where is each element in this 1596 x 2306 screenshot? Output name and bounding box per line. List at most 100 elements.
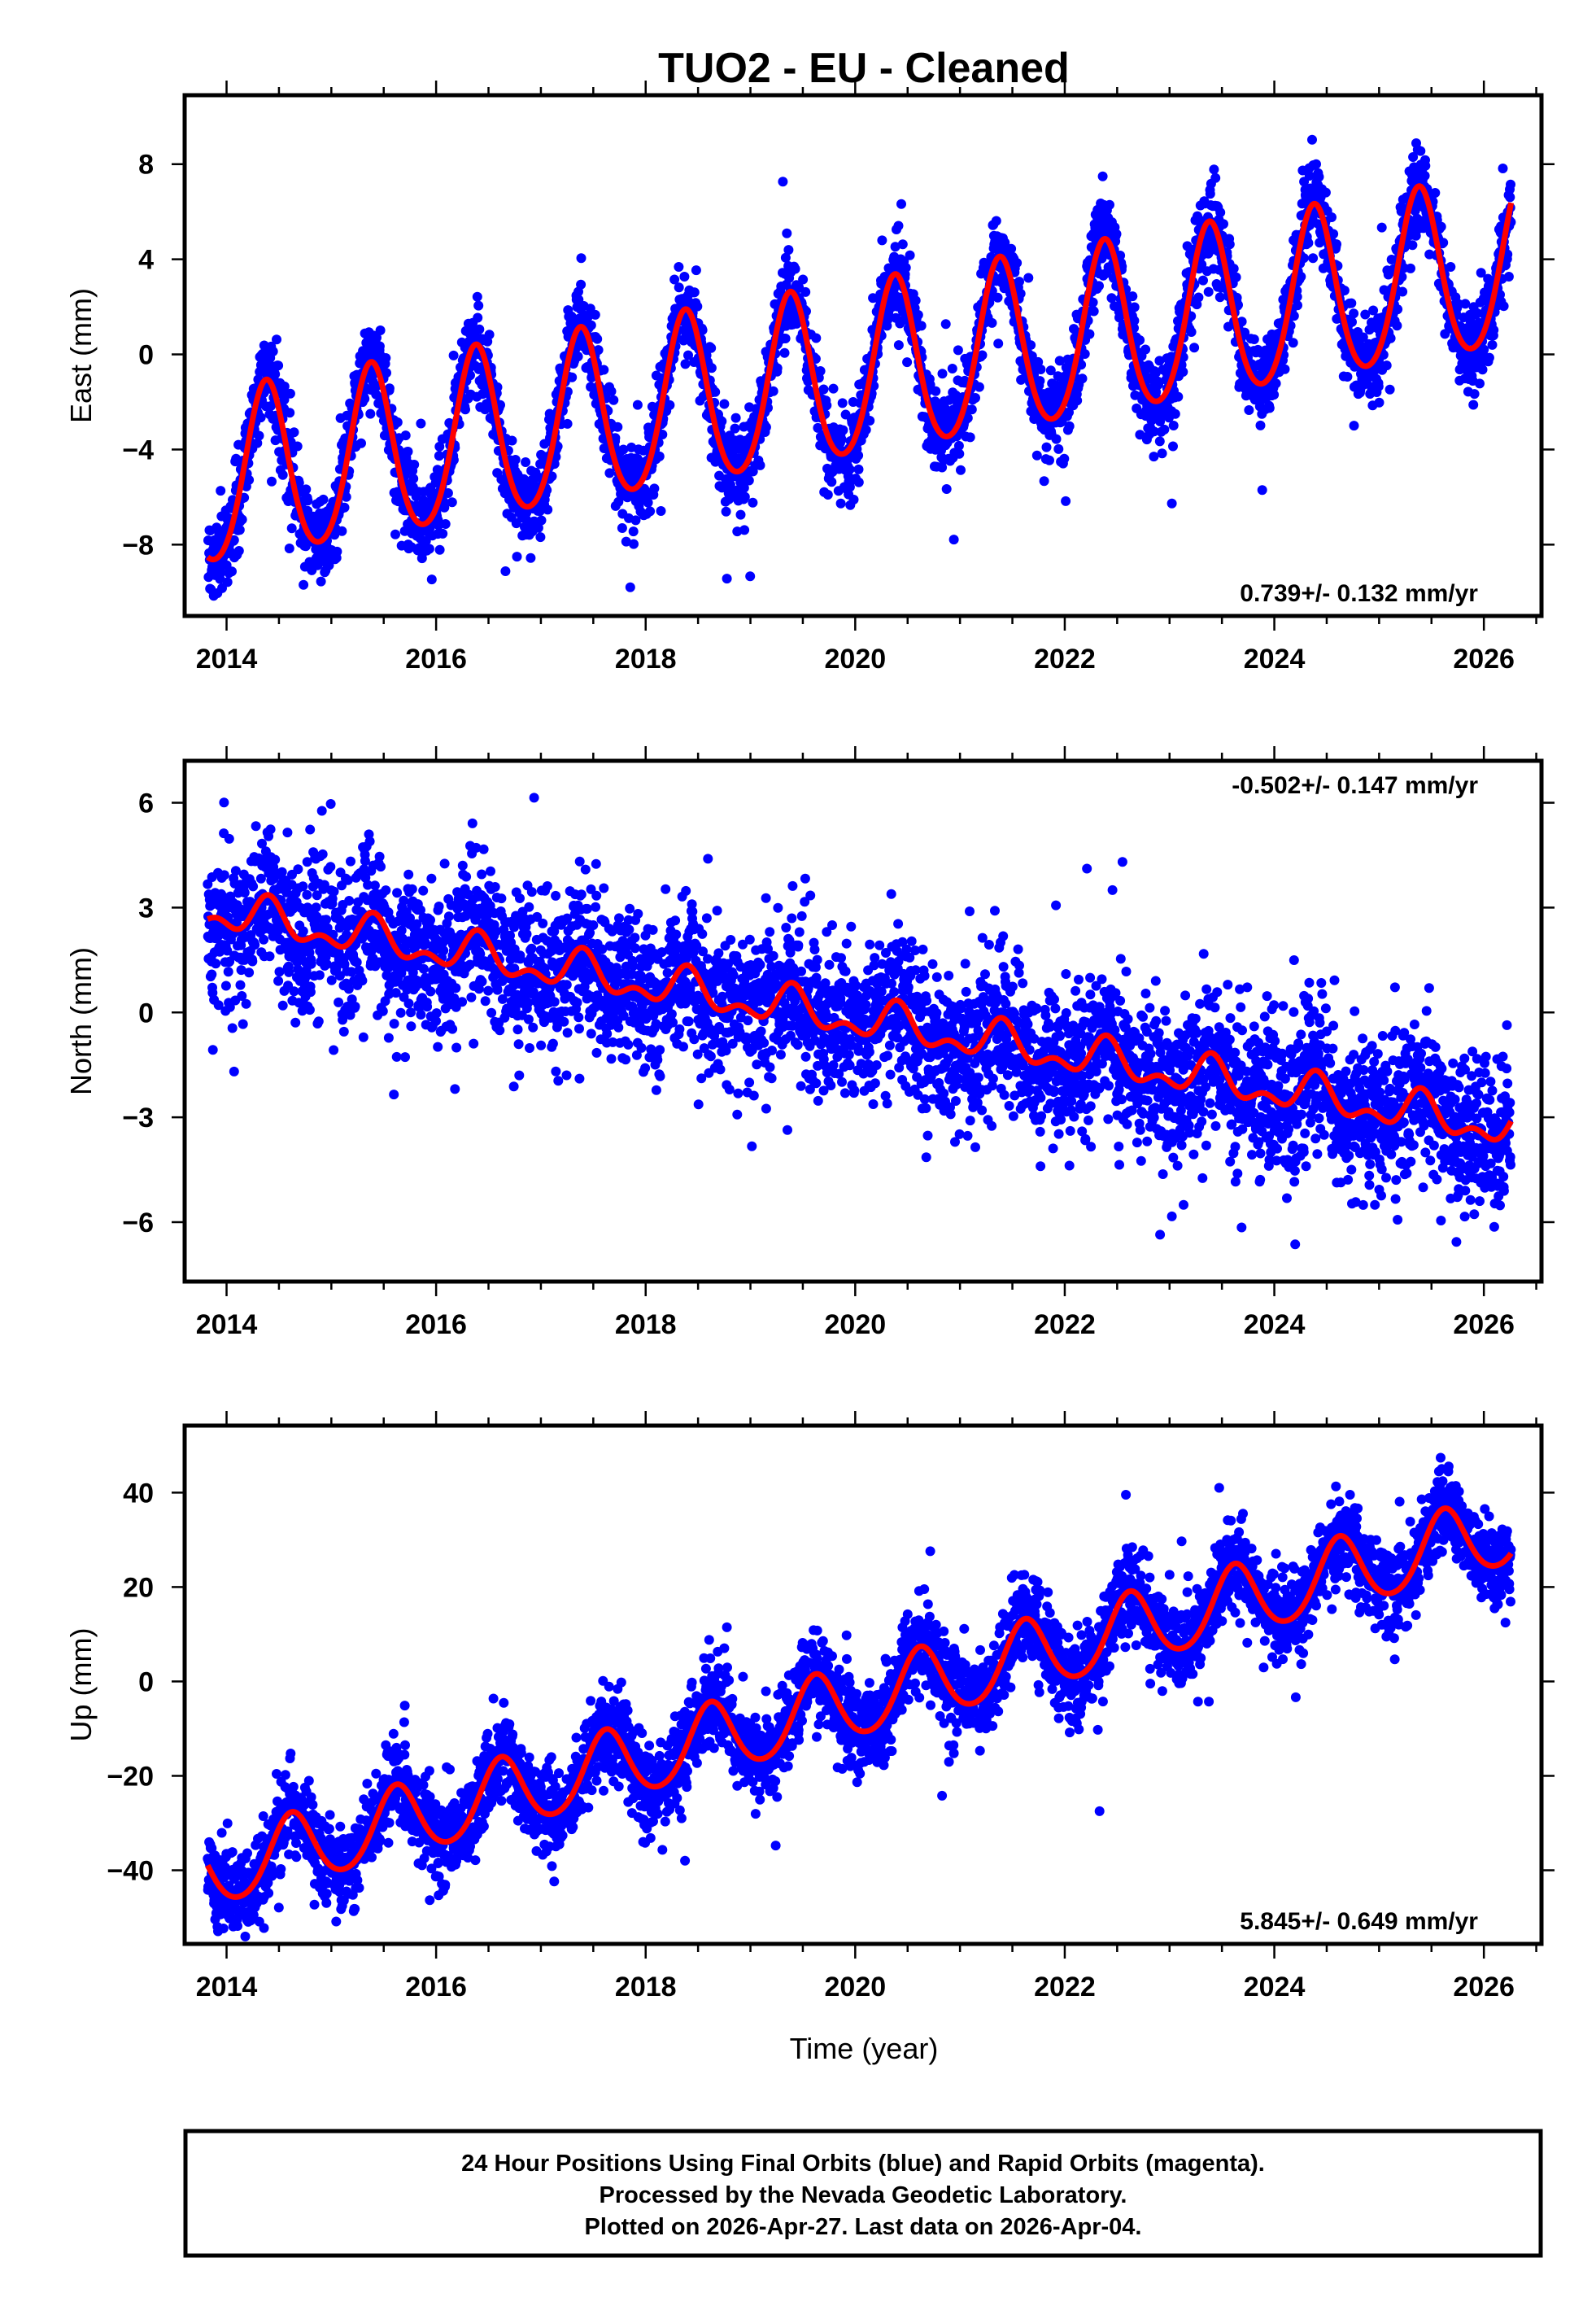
data-point (665, 400, 675, 410)
data-point (381, 353, 391, 363)
data-point (811, 333, 822, 343)
data-point (1094, 281, 1104, 291)
data-point (674, 262, 684, 272)
x-tick-label: 2018 (615, 644, 677, 675)
data-point (337, 526, 347, 536)
data-point (1228, 264, 1239, 274)
data-point (219, 797, 229, 808)
data-point (721, 506, 731, 517)
data-point (836, 435, 847, 445)
data-point (525, 552, 536, 563)
data-point (566, 311, 577, 321)
data-point (1407, 240, 1418, 251)
data-point (1033, 356, 1044, 367)
data-point (896, 199, 906, 209)
data-point (813, 422, 823, 433)
data-point (358, 1032, 368, 1042)
data-point (735, 509, 746, 520)
data-point (434, 544, 445, 555)
data-point (229, 1066, 239, 1077)
data-point (697, 325, 708, 335)
data-point (207, 1045, 218, 1055)
data-point (1129, 316, 1140, 326)
data-point (375, 325, 386, 335)
data-point (691, 265, 701, 276)
data-point (798, 274, 809, 285)
data-point (1012, 258, 1023, 269)
data-point (1430, 188, 1441, 198)
data-point (443, 488, 453, 498)
data-point (303, 496, 313, 506)
data-point (1189, 343, 1200, 353)
data-point (409, 460, 420, 469)
data-point (1420, 160, 1431, 171)
data-point (657, 430, 668, 439)
y-axis-title: East (mm) (64, 288, 98, 423)
data-point (1173, 391, 1184, 402)
data-point (1479, 344, 1489, 355)
data-point (674, 282, 684, 293)
data-point (1244, 405, 1254, 415)
x-tick-label: 2022 (1034, 644, 1096, 675)
data-point (305, 987, 316, 998)
data-point (1044, 455, 1054, 465)
data-point (255, 873, 266, 884)
data-point (897, 239, 908, 250)
data-point (1269, 390, 1280, 400)
data-point (1475, 378, 1485, 389)
data-point (1307, 134, 1317, 145)
data-point (779, 347, 790, 358)
data-point (877, 235, 887, 246)
data-point (1151, 387, 1162, 397)
data-point (342, 929, 351, 940)
data-point (1298, 253, 1309, 264)
data-point (343, 984, 354, 994)
data-point (1130, 390, 1140, 400)
data-point (1419, 171, 1430, 181)
data-point (321, 952, 331, 963)
velocity-rate-label: 0.739+/- 0.132 mm/yr (1240, 580, 1478, 607)
data-point (1374, 397, 1385, 408)
data-point (338, 1015, 348, 1025)
data-point (211, 959, 221, 969)
data-point (987, 317, 997, 328)
y-tick-label: −8 (122, 530, 154, 561)
data-point (1035, 376, 1045, 387)
data-point (1193, 292, 1204, 303)
data-point (224, 833, 234, 844)
data-point (1209, 164, 1219, 175)
data-point (392, 888, 403, 898)
data-point (761, 422, 771, 432)
data-point (1105, 199, 1114, 210)
data-point (400, 430, 411, 441)
data-point (289, 986, 299, 997)
data-point (284, 967, 294, 977)
data-point (312, 560, 323, 570)
data-point (233, 546, 244, 556)
data-point (510, 455, 521, 465)
data-point (547, 471, 557, 482)
data-point (267, 476, 277, 487)
data-point (290, 1017, 301, 1028)
data-point (207, 969, 217, 980)
data-point (341, 491, 351, 502)
data-point (270, 369, 281, 379)
data-point (1339, 286, 1350, 295)
data-point (683, 350, 693, 360)
data-point (289, 427, 299, 438)
data-point (439, 502, 450, 513)
data-point (265, 401, 276, 411)
data-point (818, 384, 829, 395)
data-point (629, 539, 639, 549)
data-point (248, 881, 259, 892)
data-point (848, 495, 859, 504)
data-point (259, 934, 269, 945)
data-point (230, 866, 241, 876)
data-point (346, 856, 355, 867)
data-point (292, 441, 303, 452)
data-point (828, 383, 839, 394)
data-point (1349, 308, 1359, 319)
data-point (1079, 349, 1090, 359)
data-point (1271, 378, 1281, 389)
data-points (203, 793, 1515, 1250)
